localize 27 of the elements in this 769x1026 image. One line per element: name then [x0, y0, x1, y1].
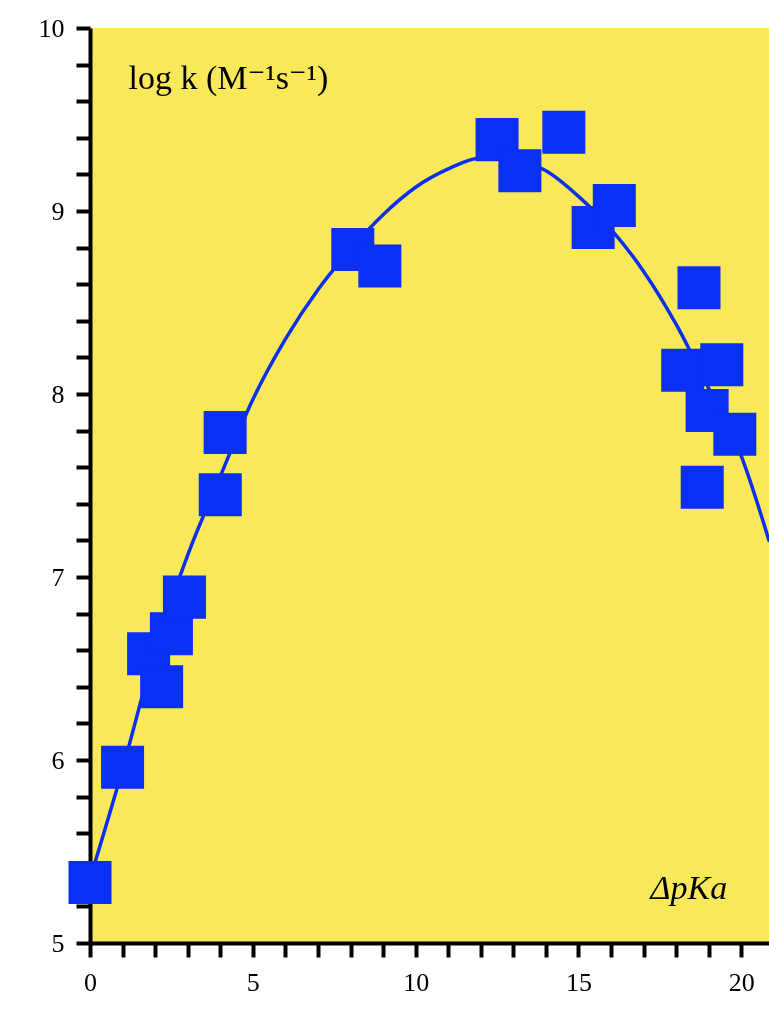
point [592, 184, 636, 228]
x-axis-title: ΔpKa [648, 868, 728, 906]
point [680, 465, 724, 509]
point [677, 266, 721, 310]
y-tick-label: 9 [51, 196, 65, 226]
y-tick-label: 8 [51, 379, 65, 409]
x-tick-label: 15 [565, 967, 592, 997]
y-tick-label: 5 [51, 928, 65, 958]
y-tick-label: 7 [51, 562, 65, 592]
y-tick-label: 10 [38, 13, 65, 43]
x-tick-label: 20 [728, 967, 755, 997]
x-tick-label: 5 [246, 967, 260, 997]
y-axis-title: log k (M⁻¹s⁻¹) [128, 58, 329, 97]
point [198, 473, 242, 517]
x-tick-label: 0 [84, 967, 97, 997]
point [101, 745, 145, 789]
point [358, 244, 402, 288]
point [203, 410, 247, 454]
point [68, 861, 112, 905]
point [162, 575, 206, 619]
point [498, 149, 542, 193]
point [713, 412, 757, 456]
x-tick-label: 10 [403, 967, 430, 997]
y-tick-label: 6 [51, 745, 65, 775]
point [700, 343, 744, 387]
point [140, 665, 184, 709]
point [542, 110, 586, 154]
